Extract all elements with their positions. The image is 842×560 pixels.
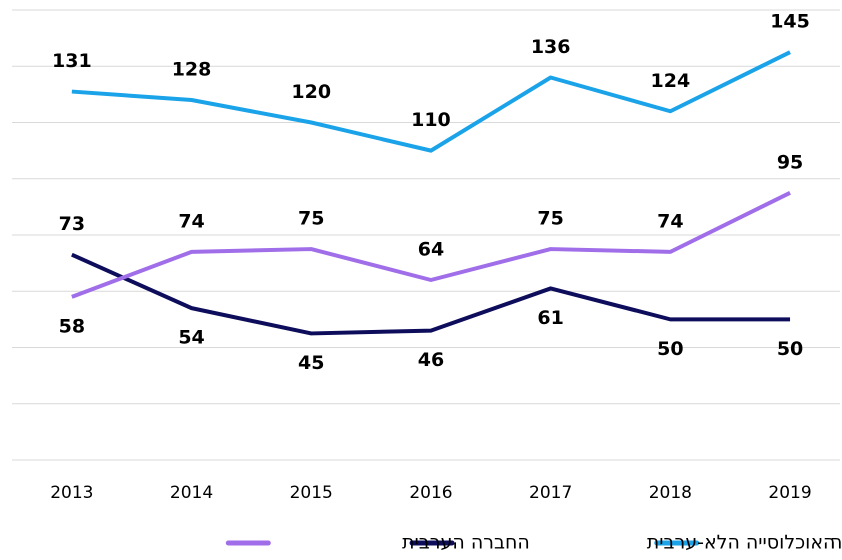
data-label: 50	[657, 338, 683, 360]
x-tick-label: 2017	[529, 483, 572, 503]
series-line	[71, 191, 791, 299]
data-label: 61	[537, 307, 563, 329]
legend-label: החברה הערבית	[402, 532, 530, 554]
data-label: 128	[172, 59, 212, 81]
data-label: 124	[651, 70, 691, 92]
data-label: 64	[418, 239, 444, 261]
data-label: 46	[418, 349, 444, 371]
x-tick-label: 2015	[290, 483, 333, 503]
data-label: 45	[298, 352, 324, 374]
x-tick-label: 2018	[649, 483, 692, 503]
data-label: 110	[411, 109, 451, 131]
data-label: 74	[657, 210, 683, 232]
series-line	[71, 50, 791, 153]
data-label: 50	[777, 338, 803, 360]
series-line	[71, 252, 791, 336]
data-label: 145	[770, 11, 810, 33]
data-label: 136	[531, 36, 571, 58]
data-label: 120	[291, 81, 331, 103]
x-tick-label: 2014	[170, 483, 213, 503]
data-label: 95	[777, 151, 803, 173]
data-label: 73	[59, 213, 85, 235]
legend-label: האוכלוסייה הלא-ערבית	[647, 532, 836, 554]
data-label: 58	[59, 315, 85, 337]
data-label: 131	[52, 50, 92, 72]
x-tick-label: 2013	[50, 483, 93, 503]
x-tick-label: 2016	[409, 483, 452, 503]
data-label: 75	[537, 208, 563, 230]
data-label: 54	[178, 327, 204, 349]
x-tick-label: 2019	[768, 483, 811, 503]
legend-label: כלל האוכלוסייה	[830, 532, 842, 554]
data-label: 74	[178, 210, 204, 232]
data-label: 75	[298, 208, 324, 230]
